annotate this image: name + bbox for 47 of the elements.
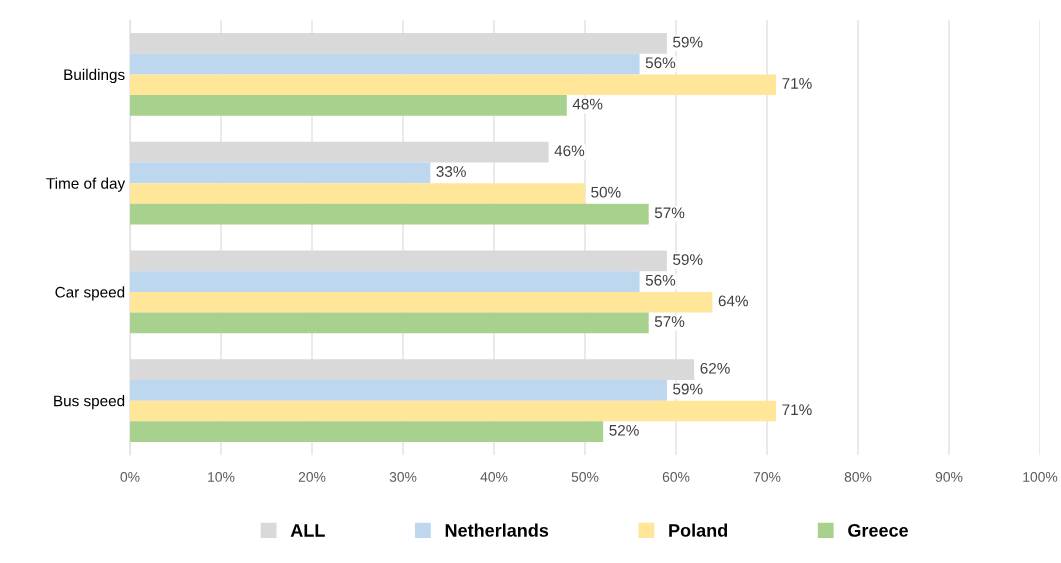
- bar: [130, 203, 649, 225]
- x-tick-label: 0%: [120, 472, 140, 482]
- bar: [130, 379, 667, 401]
- legend-label: Greece: [848, 524, 909, 537]
- bar: [130, 312, 649, 334]
- legend-label: Netherlands: [445, 523, 549, 537]
- bar: [130, 53, 640, 75]
- y-tick-label: Car speed: [55, 286, 125, 301]
- y-tick-label: Time of day: [46, 177, 126, 192]
- x-tick-label: 100%: [1023, 472, 1058, 482]
- data-label: 59%: [673, 36, 703, 48]
- bar: [130, 271, 640, 292]
- y-tick-label: Buildings: [64, 68, 125, 84]
- data-label: 57%: [654, 316, 685, 327]
- bar: [130, 421, 604, 442]
- data-label: 59%: [673, 383, 703, 395]
- data-label: 50%: [591, 186, 621, 198]
- data-label: 48%: [572, 98, 603, 110]
- data-label: 56%: [645, 274, 676, 286]
- bar: [130, 291, 713, 313]
- x-tick-label: 30%: [389, 472, 417, 482]
- bar: [130, 400, 777, 422]
- y-tick-label: Bus speed: [54, 395, 125, 410]
- data-label: 57%: [654, 207, 685, 219]
- x-tick-label: 60%: [662, 472, 690, 482]
- data-label: 33%: [436, 166, 466, 177]
- data-label: 71%: [782, 78, 812, 89]
- x-tick-label: 50%: [571, 472, 599, 482]
- legend-label: Poland: [669, 523, 728, 537]
- data-label: 56%: [645, 57, 676, 69]
- bar: [130, 95, 567, 116]
- legend-label: ALL: [290, 524, 325, 537]
- x-tick-label: 20%: [298, 472, 326, 482]
- x-tick-label: 80%: [844, 472, 872, 482]
- data-label: 46%: [554, 145, 585, 157]
- x-tick-label: 70%: [753, 472, 781, 482]
- data-label: 59%: [673, 254, 703, 265]
- x-tick-label: 40%: [480, 472, 508, 482]
- data-label: 62%: [700, 362, 730, 374]
- bar: [130, 183, 585, 204]
- data-label: 71%: [782, 404, 812, 415]
- data-label: 64%: [718, 295, 748, 307]
- data-label: 52%: [609, 424, 639, 436]
- x-tick-label: 90%: [935, 472, 963, 482]
- bar: [130, 74, 777, 96]
- bar: [130, 162, 431, 184]
- x-tick-label: 10%: [208, 472, 235, 482]
